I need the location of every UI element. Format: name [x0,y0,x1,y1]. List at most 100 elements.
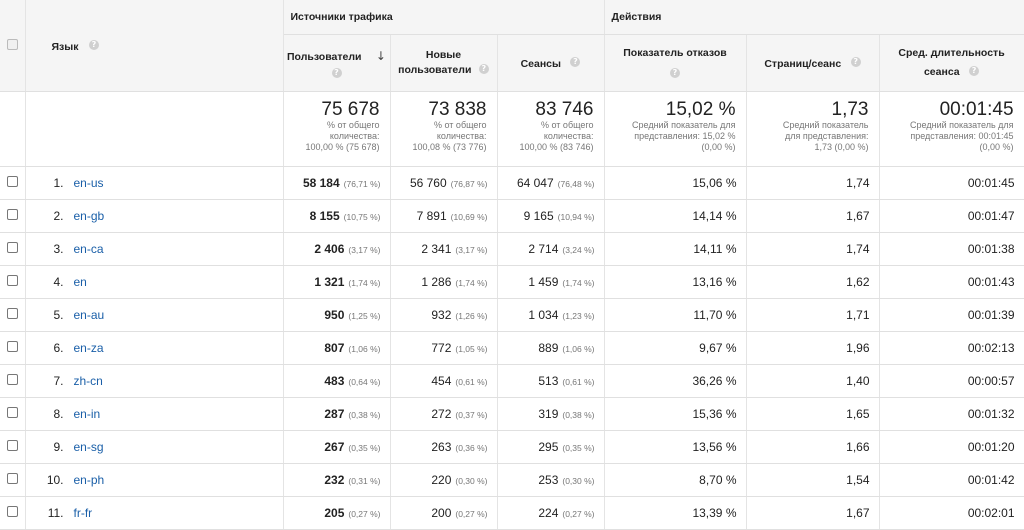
language-link[interactable]: en-gb [73,209,105,223]
language-link[interactable]: en [73,275,87,289]
new-users-percent: (0,27 %) [455,509,488,519]
users-value: 58 184 [302,176,340,190]
users-cell: 232 (0,31 %) [283,463,391,497]
sessions-cell: 9 165 (10,94 %) [497,199,605,233]
bounce-rate-cell: 13,16 % [604,265,747,299]
sessions-percent: (0,27 %) [562,509,595,519]
new-users-value: 772 [431,341,452,355]
bounce-rate-cell: 9,67 % [604,331,747,365]
users-value: 2 406 [314,242,345,256]
sessions-value: 513 [538,374,559,388]
sessions-percent: (10,94 %) [557,212,595,222]
row-index: 5. [53,308,64,322]
row-select-cell [0,331,26,365]
sessions-cell: 513 (0,61 %) [497,364,605,398]
row-checkbox[interactable] [6,341,18,352]
sessions-cell: 319 (0,38 %) [497,397,605,431]
users-percent: (0,27 %) [348,509,381,519]
language-link[interactable]: en-us [73,176,104,190]
row-checkbox[interactable] [6,473,18,484]
table-row: 4. en 1 321 (1,74 %) 1 286 (1,74 %) 1 459 (1… [0,265,1024,299]
language-link[interactable]: en-in [73,407,101,421]
users-cell: 807 (1,06 %) [283,331,391,365]
row-checkbox[interactable] [6,242,18,253]
col-header-bounce[interactable]: Показатель отказов ? [604,34,747,92]
language-link[interactable]: en-au [73,308,105,322]
pages-per-session-cell: 1,66 [746,430,880,464]
help-icon[interactable]: ? [969,65,980,76]
help-icon[interactable]: ? [850,57,861,68]
users-cell: 287 (0,38 %) [283,397,391,431]
row-checkbox[interactable] [6,275,18,286]
total-sessions: 83 746 % от общего количества: 100,00 % … [497,91,605,167]
language-link[interactable]: fr-fr [73,506,93,520]
help-icon[interactable]: ? [478,63,489,74]
select-all-checkbox[interactable] [6,38,18,50]
users-percent: (3,17 %) [348,245,381,255]
help-icon[interactable]: ? [331,68,342,79]
bounce-rate-cell: 15,06 % [604,166,747,200]
row-checkbox[interactable] [6,176,18,187]
col-header-new-users[interactable]: Новые пользователи ? [390,34,498,92]
new-users-value: 220 [431,473,452,487]
row-index: 9. [53,440,64,454]
bounce-rate-cell: 13,39 % [604,496,747,530]
language-link[interactable]: en-za [73,341,104,355]
row-checkbox[interactable] [6,440,18,451]
sessions-cell: 64 047 (76,48 %) [497,166,605,200]
language-header[interactable]: Язык ? [25,0,284,92]
row-checkbox[interactable] [6,407,18,418]
new-users-percent: (3,17 %) [455,245,488,255]
row-select-cell [0,364,26,398]
users-percent: (0,38 %) [348,410,381,420]
language-link[interactable]: zh-cn [73,374,103,388]
sort-desc-icon[interactable]: ↓ [375,48,386,63]
row-index: 3. [53,242,64,256]
new-users-cell: 7 891 (10,69 %) [390,199,498,233]
avg-duration-cell: 00:01:45 [879,166,1024,200]
row-index: 8. [53,407,64,421]
help-icon[interactable]: ? [570,57,581,68]
language-link[interactable]: en-sg [73,440,104,454]
sessions-value: 295 [538,440,559,454]
help-icon[interactable]: ? [670,67,680,78]
users-percent: (0,31 %) [348,476,381,486]
new-users-value: 1 286 [421,275,452,289]
sessions-cell: 224 (0,27 %) [497,496,605,530]
sessions-value: 2 714 [528,242,559,256]
language-link[interactable]: en-ca [73,242,104,256]
col-header-duration[interactable]: Сред. длительность сеанса ? [879,34,1024,92]
table-row: 3. en-ca 2 406 (3,17 %) 2 341 (3,17 %) 2 71… [0,232,1024,266]
row-index: 7. [53,374,64,388]
language-cell: 2. en-gb [25,199,284,233]
users-value: 267 [324,440,345,454]
language-link[interactable]: en-ph [73,473,105,487]
group-traffic-sources: Источники трафика [283,0,605,35]
row-checkbox[interactable] [6,308,18,319]
bounce-rate-cell: 11,70 % [604,298,747,332]
users-percent: (10,75 %) [343,212,381,222]
table-row: 10. en-ph 232 (0,31 %) 220 (0,30 %) 253 (0,3… [0,463,1024,497]
new-users-cell: 56 760 (76,87 %) [390,166,498,200]
col-header-pages[interactable]: Страниц/сеанс ? [746,34,880,92]
users-value: 205 [324,506,345,520]
col-header-sessions[interactable]: Сеансы ? [497,34,605,92]
col-header-users[interactable]: Пользователи ↓ ? [283,34,391,92]
help-icon[interactable]: ? [88,40,99,51]
new-users-percent: (0,36 %) [455,443,488,453]
avg-duration-cell: 00:01:32 [879,397,1024,431]
row-checkbox[interactable] [6,209,18,220]
language-cell: 3. en-ca [25,232,284,266]
users-percent: (0,35 %) [348,443,381,453]
row-checkbox[interactable] [6,374,18,385]
new-users-percent: (1,05 %) [455,344,488,354]
row-checkbox[interactable] [6,506,18,517]
col-pages-label: Страниц/сеанс [764,57,842,70]
total-users: 75 678 % от общего количества: 100,00 % … [283,91,391,167]
pages-per-session-cell: 1,40 [746,364,880,398]
users-percent: (1,25 %) [348,311,381,321]
new-users-percent: (0,30 %) [455,476,488,486]
row-select-cell [0,430,26,464]
users-value: 8 155 [309,209,340,223]
